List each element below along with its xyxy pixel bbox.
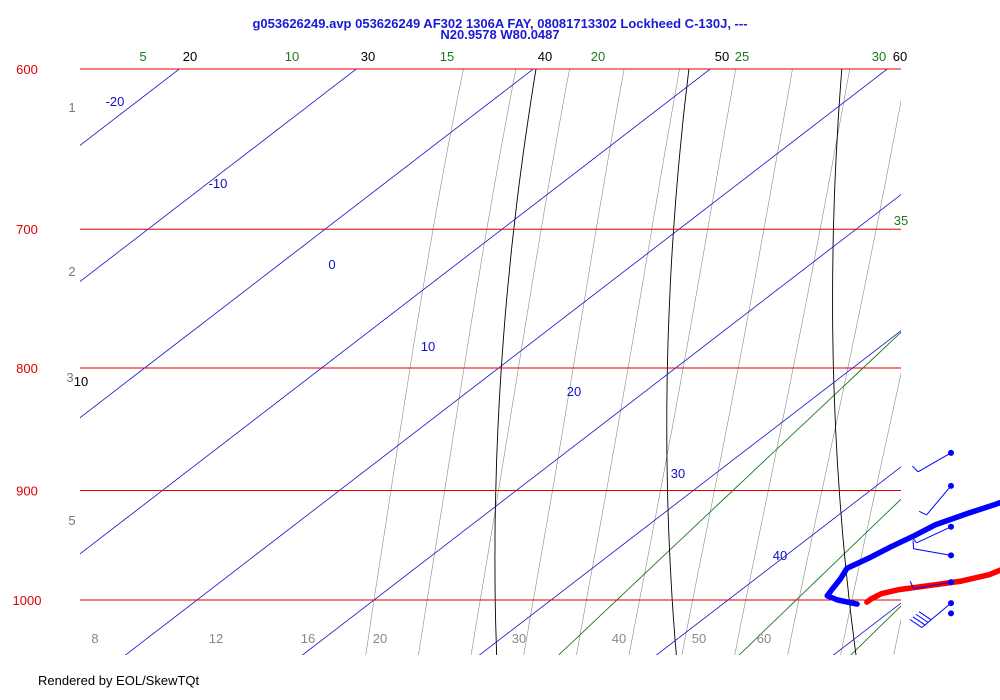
wind-barb-half-feather: [912, 540, 915, 549]
isotherm-line: [478, 330, 901, 655]
isobar-label: 600: [16, 62, 38, 77]
isotherm-label: -10: [209, 176, 228, 191]
wind-barb-feather: [915, 613, 929, 623]
moist-adiabat-line: [576, 69, 680, 655]
wind-barb-feather: [912, 616, 926, 626]
moist-adiabat-line: [470, 69, 570, 655]
sounding-profiles: [824, 499, 1000, 607]
bottom-axis-label: 8: [91, 631, 98, 646]
render-credit: Rendered by EOL/SkewTQt: [38, 673, 200, 688]
mixing-ratio-label: 25: [735, 49, 749, 64]
wind-barb-half-feather: [910, 536, 917, 544]
wind-barb-staff: [913, 581, 952, 590]
isotherms: [0, 0, 901, 680]
moist-adiabat-line: [628, 69, 737, 655]
dewpoint-trace: [824, 499, 1000, 607]
dry-adiabat-line: [993, 34, 1000, 680]
isobar-label: 900: [16, 483, 38, 498]
wind-barb-feather: [909, 618, 923, 628]
dry-adiabat-label: 50: [715, 49, 729, 64]
isotherm-line: [80, 69, 180, 146]
bottom-axis-label: 16: [301, 631, 315, 646]
temperature-trace: [864, 567, 1000, 605]
bottom-axis-label: 60: [757, 631, 771, 646]
wind-barb-station: [948, 610, 954, 617]
bottom-axis-label: 12: [209, 631, 223, 646]
wind-barbs: [909, 449, 954, 628]
isotherm-label: 0: [328, 257, 335, 272]
wind-barb-half-feather: [911, 465, 919, 473]
mixing-ratio-label: 15: [440, 49, 454, 64]
dry-adiabat-line: [832, 69, 857, 655]
moist-adiabat-line: [787, 99, 901, 655]
bottom-axis-label: 40: [612, 631, 626, 646]
isotherm-line: [80, 69, 711, 555]
height-label: 5: [68, 513, 75, 528]
isotherm-label: 30: [671, 466, 685, 481]
isotherm-line: [124, 69, 888, 655]
mixing-ratio-label: 35: [894, 213, 908, 228]
isotherm-label: 20: [567, 384, 581, 399]
isotherm-line: [80, 69, 357, 283]
chart-title: g053626249.avp 053626249 AF302 1306A FAY…: [0, 16, 1000, 42]
mixing-ratio-lines: [558, 34, 1000, 680]
moist-adiabats: [365, 34, 1000, 680]
isotherm-line: [301, 194, 901, 655]
moist-adiabat-line: [681, 69, 793, 655]
mixing-ratio-line: [973, 34, 1000, 680]
moist-adiabat-line: [418, 69, 517, 655]
dry-adiabat-label: 60: [893, 49, 907, 64]
isotherm-line: [655, 466, 901, 655]
wind-barb-staff: [916, 526, 952, 544]
moist-adiabat-line: [996, 34, 1000, 680]
moist-adiabat-line: [523, 69, 625, 655]
title-line-2: N20.9578 W80.0487: [440, 27, 560, 42]
mixing-ratio-line: [850, 605, 901, 655]
moist-adiabat-line: [734, 69, 851, 655]
isotherm-label: 40: [773, 548, 787, 563]
wind-barb-staff: [926, 485, 952, 516]
isobar-label: 700: [16, 222, 38, 237]
dry-adiabat-label: 30: [361, 49, 375, 64]
wind-barb-staff: [913, 548, 952, 556]
mixing-ratio-label: 30: [872, 49, 886, 64]
dry-adiabat-label: 10: [74, 374, 88, 389]
wind-barb-half-feather: [918, 510, 927, 516]
isobar-label: 800: [16, 361, 38, 376]
title-line-1: g053626249.avp 053626249 AF302 1306A FAY…: [252, 16, 748, 31]
mixing-ratio-label: 5: [139, 49, 146, 64]
isobar-label: 1000: [13, 593, 42, 608]
mixing-ratio-line: [738, 498, 901, 655]
isobars: 600 700 800 900 1000: [13, 62, 901, 608]
height-label: 1: [68, 100, 75, 115]
background-grid: [0, 0, 1000, 680]
dry-adiabat-line: [666, 69, 690, 655]
mixing-ratio-label: 20: [591, 49, 605, 64]
mixing-ratio-label: 10: [285, 49, 299, 64]
bottom-axis-label: 20: [373, 631, 387, 646]
dry-adiabat-line: [494, 69, 537, 655]
isotherm-label: -20: [106, 94, 125, 109]
wind-barb-feather: [918, 611, 932, 621]
isotherm-line: [0, 0, 96, 680]
height-label: 2: [68, 264, 75, 279]
height-label: 3: [66, 370, 73, 385]
isotherm-line: [80, 69, 534, 419]
isotherm-label: 10: [421, 339, 435, 354]
moist-adiabat-line: [365, 69, 464, 655]
wind-barb-half-feather: [909, 581, 915, 589]
dry-adiabats: [494, 34, 1000, 680]
bottom-axis-label: 50: [692, 631, 706, 646]
bottom-axis-label: 30: [512, 631, 526, 646]
mixing-ratio-line: [558, 331, 901, 655]
dry-adiabat-label: 40: [538, 49, 552, 64]
wind-barb-staff: [917, 452, 952, 473]
wind-barb-staff: [921, 602, 952, 628]
moist-adiabat-line: [840, 372, 901, 655]
dry-adiabat-label: 20: [183, 49, 197, 64]
